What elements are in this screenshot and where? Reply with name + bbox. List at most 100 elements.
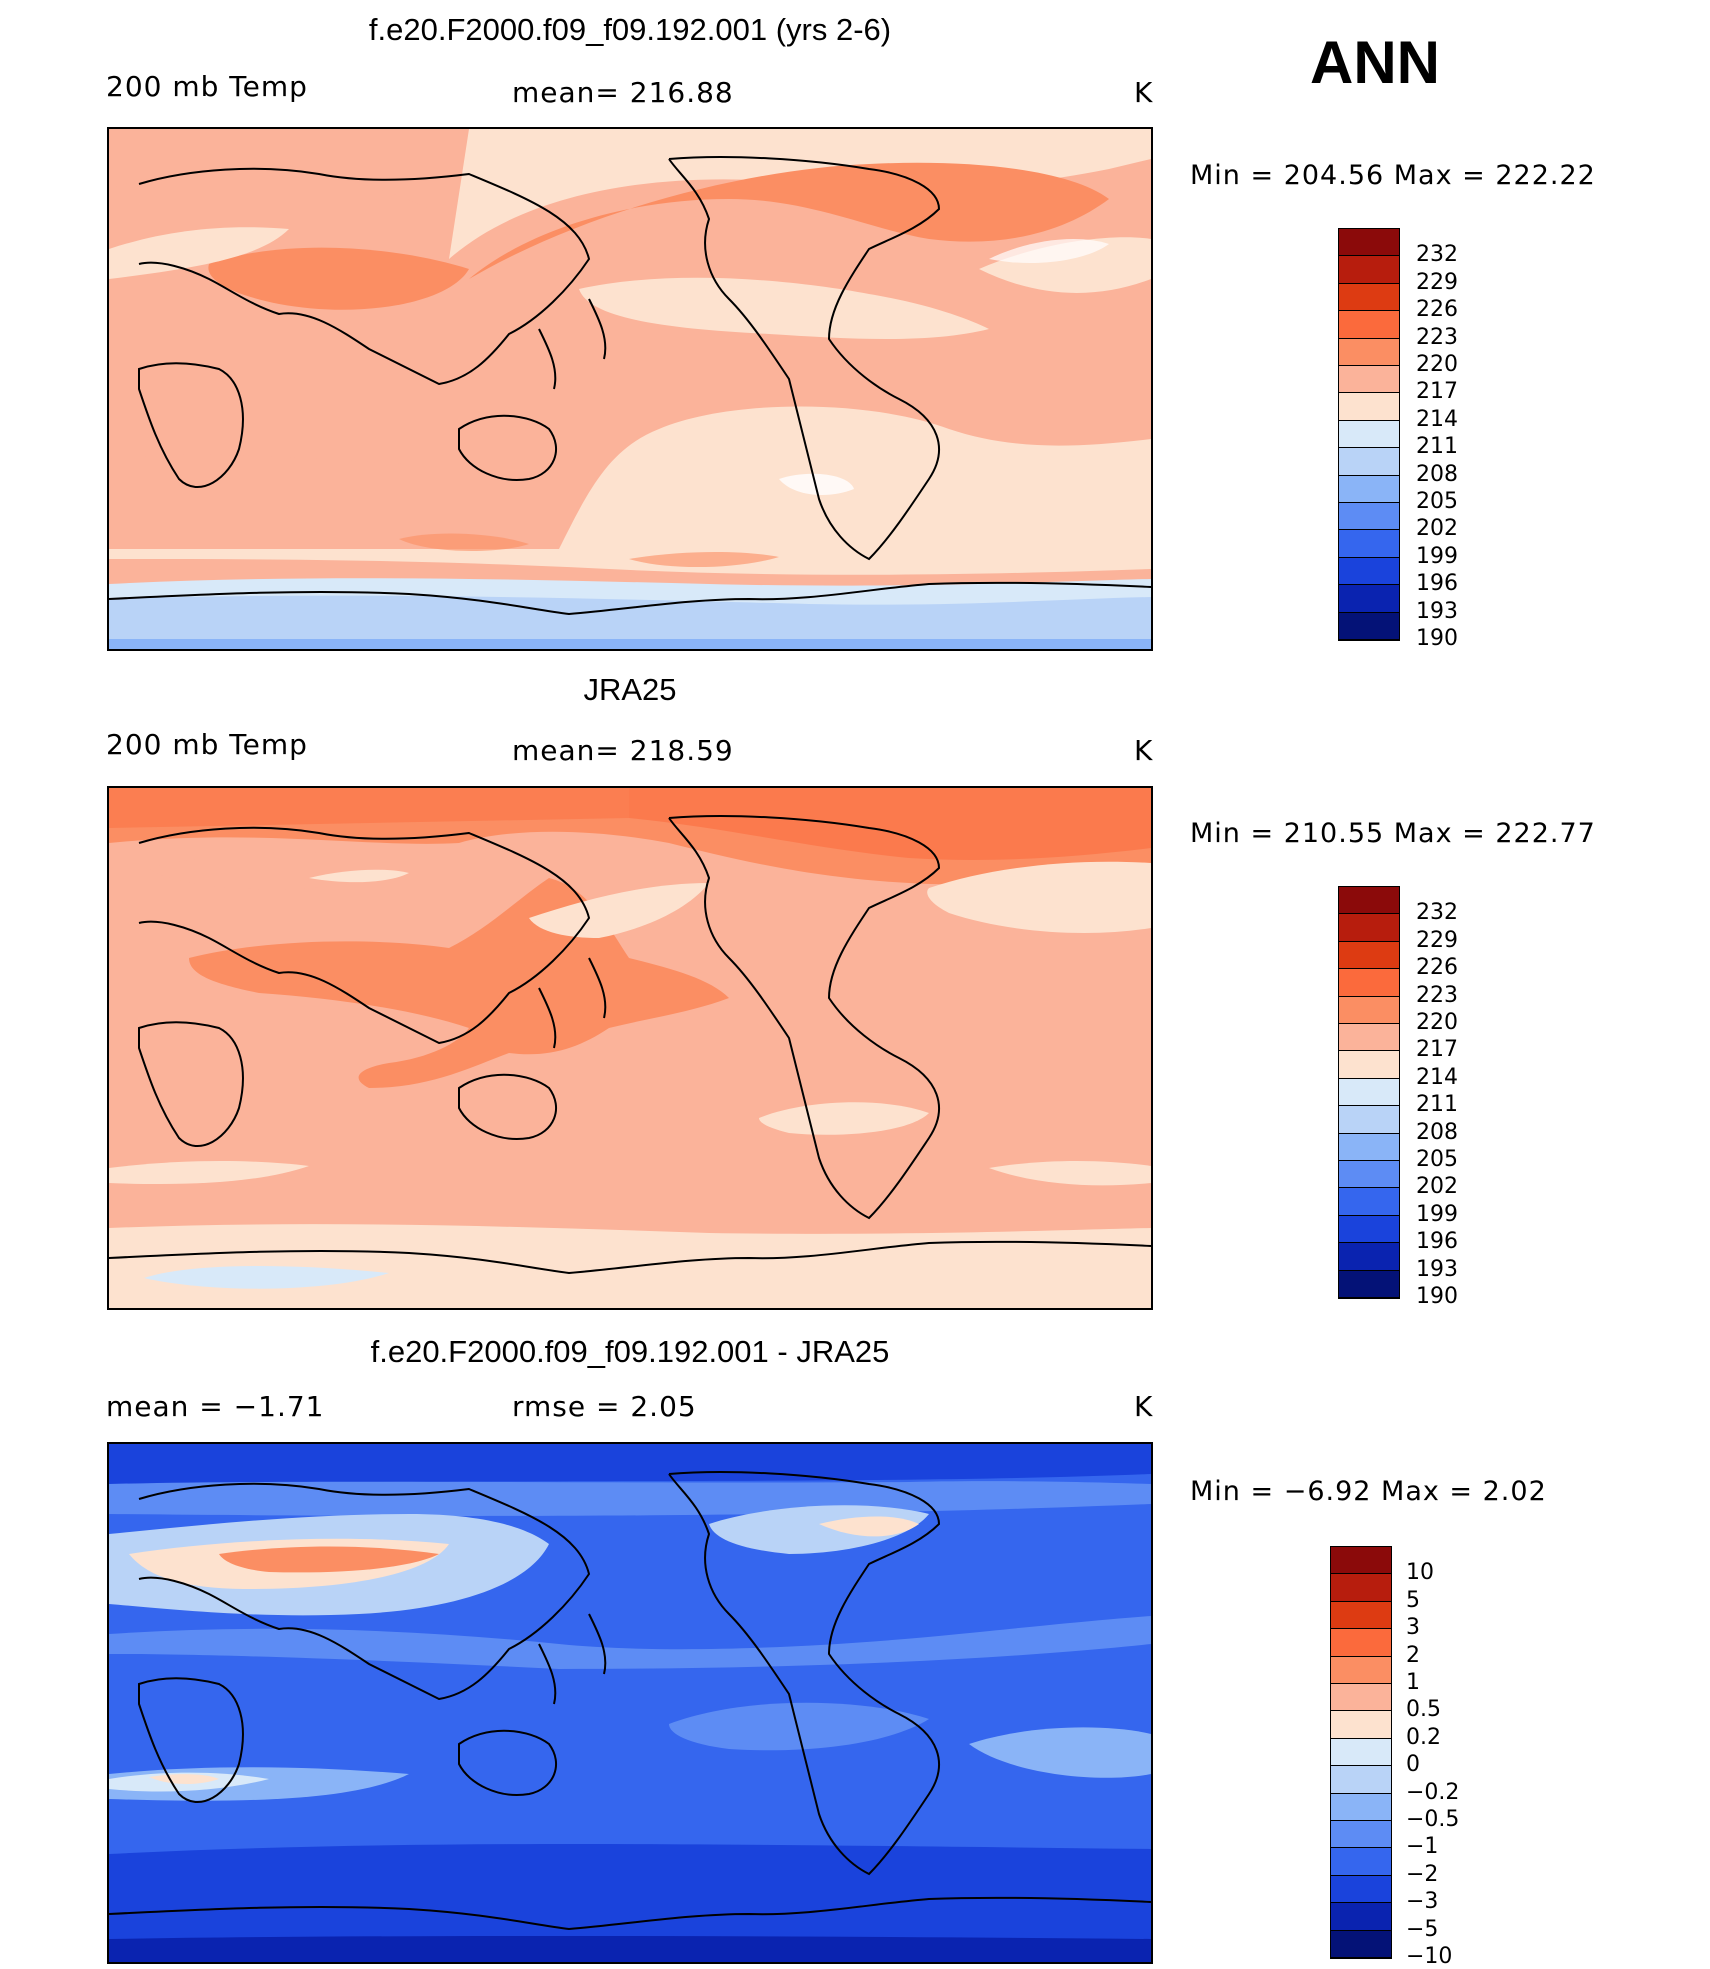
panel1-map	[107, 127, 1153, 651]
panel2-field-svg	[109, 788, 1151, 1308]
colorbar-swatch	[1339, 530, 1399, 558]
colorbar-tick-label: 0	[1406, 1752, 1420, 1778]
colorbar-tick-label: 202	[1416, 1174, 1458, 1200]
panel3-field-svg	[109, 1444, 1151, 1962]
coastlines	[109, 815, 1151, 1275]
panel1-title: f.e20.F2000.f09_f09.192.001 (yrs 2-6)	[368, 12, 892, 47]
colorbar-swatch	[1339, 366, 1399, 394]
colorbar-swatch	[1339, 283, 1399, 312]
colorbar-swatch	[1339, 996, 1399, 1024]
field-region	[989, 239, 1109, 264]
panel2-variable: 200 mb Temp	[106, 728, 308, 761]
field-region	[219, 1546, 439, 1573]
field-region	[469, 162, 1109, 279]
colorbar-tick-label: 229	[1416, 269, 1458, 295]
panel3-title: f.e20.F2000.f09_f09.192.001 - JRA25	[370, 1334, 890, 1369]
colorbar-tick-label: 2	[1406, 1642, 1420, 1668]
field-region	[149, 1774, 219, 1785]
panel3-rmse: rmse = 2.05	[512, 1390, 697, 1423]
colorbar-swatch	[1331, 1875, 1391, 1904]
coastlines	[109, 1471, 1151, 1931]
colorbar-tick-label: 211	[1416, 434, 1458, 460]
colorbar-tick-label: −2	[1406, 1861, 1439, 1887]
colorbar-tick-label: 223	[1416, 982, 1458, 1008]
panel2-units: K	[1134, 734, 1154, 767]
field-region	[309, 869, 409, 883]
panel1-colorbar-labels: 232 229 226 223 220 217 214 211 208 205 202 199 196 1…	[1416, 228, 1496, 650]
colorbar-swatch	[1339, 475, 1399, 503]
colorbar-swatch	[1331, 1601, 1391, 1630]
colorbar-swatch	[1339, 887, 1399, 915]
field-region	[819, 1516, 919, 1537]
colorbar-tick-label: 193	[1416, 598, 1458, 624]
field-region	[109, 595, 1151, 649]
field-region	[109, 1161, 309, 1185]
colorbar-tick-label: 1	[1406, 1670, 1420, 1695]
colorbar-swatch	[1331, 1793, 1391, 1821]
colorbar-swatch	[1331, 1848, 1391, 1876]
colorbar-tick-label: 202	[1416, 516, 1458, 542]
panel3-mean: mean = −1.71	[106, 1390, 325, 1423]
colorbar-swatch	[1331, 1738, 1391, 1767]
colorbar-swatch	[1331, 1547, 1391, 1575]
colorbar-tick-label: −10	[1406, 1944, 1453, 1969]
colorbar-tick-label: −1	[1406, 1834, 1439, 1860]
colorbar-tick-label: 229	[1416, 927, 1458, 953]
field-region	[449, 129, 1151, 259]
colorbar-tick-label: 226	[1416, 297, 1458, 323]
colorbar-swatch	[1331, 1629, 1391, 1657]
field-region	[529, 883, 709, 938]
colorbar-swatch	[1339, 1188, 1399, 1216]
colorbar-swatch	[1339, 585, 1399, 613]
panel3-map	[107, 1442, 1153, 1964]
colorbar-tick-label: 10	[1406, 1560, 1434, 1586]
field-region	[109, 1844, 1151, 1891]
colorbar-swatch	[1339, 1024, 1399, 1052]
colorbar-tick-label: 193	[1416, 1256, 1458, 1282]
colorbar-tick-label: 5	[1406, 1587, 1420, 1613]
colorbar-swatch	[1339, 969, 1399, 997]
colorbar-tick-label: 220	[1416, 1010, 1458, 1035]
panel2-title: JRA25	[583, 672, 677, 707]
field-region	[109, 129, 449, 219]
field-region	[109, 1481, 1151, 1516]
field-region	[979, 237, 1151, 293]
field-region	[109, 1616, 1151, 1669]
field-region	[109, 639, 1151, 649]
colorbar-swatch	[1339, 941, 1399, 970]
field-region	[509, 940, 589, 975]
colorbar-tick-label: −3	[1406, 1889, 1439, 1915]
colorbar-tick-label: −5	[1406, 1916, 1439, 1942]
colorbar-swatch	[1331, 1821, 1391, 1849]
colorbar-swatch	[1339, 1106, 1399, 1134]
colorbar-swatch	[1339, 1161, 1399, 1189]
colorbar-swatch	[1339, 311, 1399, 339]
colorbar-swatch	[1331, 1766, 1391, 1794]
colorbar-swatch	[1339, 1215, 1399, 1244]
colorbar-swatch	[1339, 1078, 1399, 1107]
colorbar-swatch	[1339, 612, 1399, 640]
colorbar-swatch	[1331, 1903, 1391, 1931]
colorbar-tick-label: 226	[1416, 955, 1458, 981]
coastlines	[109, 156, 1151, 616]
panel2-colorbar-labels: 232 229 226 223 220 217 214 211 208 205 202 199 196 1…	[1416, 886, 1496, 1308]
colorbar-tick-label: 223	[1416, 324, 1458, 350]
panel3-units: K	[1134, 1390, 1154, 1423]
colorbar-tick-label: 214	[1416, 406, 1458, 432]
colorbar-swatch	[1339, 1133, 1399, 1161]
colorbar-tick-label: 196	[1416, 1229, 1458, 1255]
colorbar-swatch	[1339, 503, 1399, 531]
colorbar-tick-label: 196	[1416, 571, 1458, 597]
field-region	[399, 533, 529, 551]
colorbar-tick-label: 205	[1416, 489, 1458, 514]
colorbar-tick-label: 208	[1416, 1119, 1458, 1145]
colorbar-tick-label: 0.5	[1406, 1697, 1441, 1723]
panel3-colorbar	[1330, 1546, 1392, 1959]
field-region	[759, 1102, 929, 1135]
panel2-mean: mean= 218.59	[512, 734, 734, 767]
field-region	[559, 406, 1151, 549]
field-region	[927, 861, 1151, 933]
field-region	[669, 1702, 929, 1751]
field-region	[109, 227, 289, 279]
field-region	[969, 1727, 1151, 1778]
